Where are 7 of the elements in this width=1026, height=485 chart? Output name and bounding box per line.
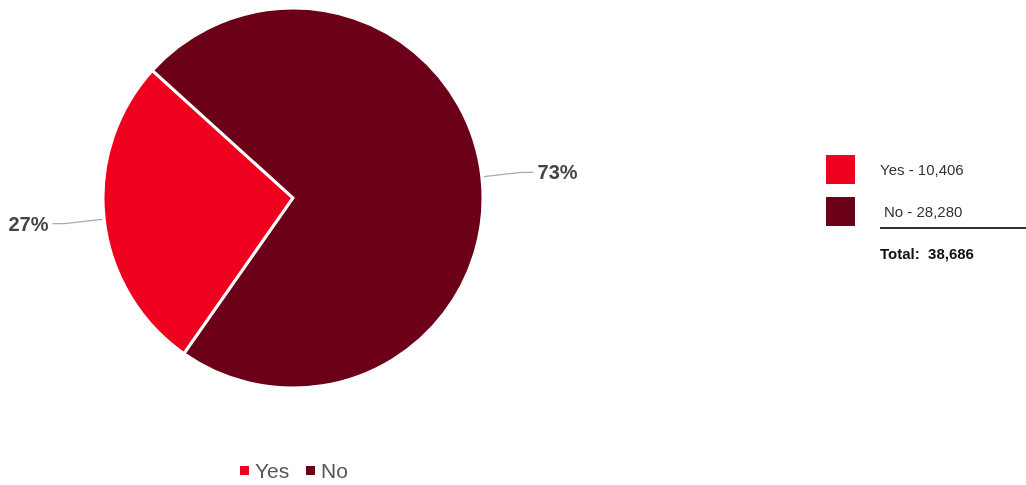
text: Yes - 10,406 <box>880 161 964 179</box>
legend-label: Yes <box>255 459 290 483</box>
data-label: 27% <box>8 212 49 235</box>
text: Total: 38,686 <box>880 245 974 263</box>
data-label: 73% <box>537 161 578 184</box>
text: No - 28,280 <box>884 203 963 221</box>
legend-label: No <box>321 459 348 483</box>
